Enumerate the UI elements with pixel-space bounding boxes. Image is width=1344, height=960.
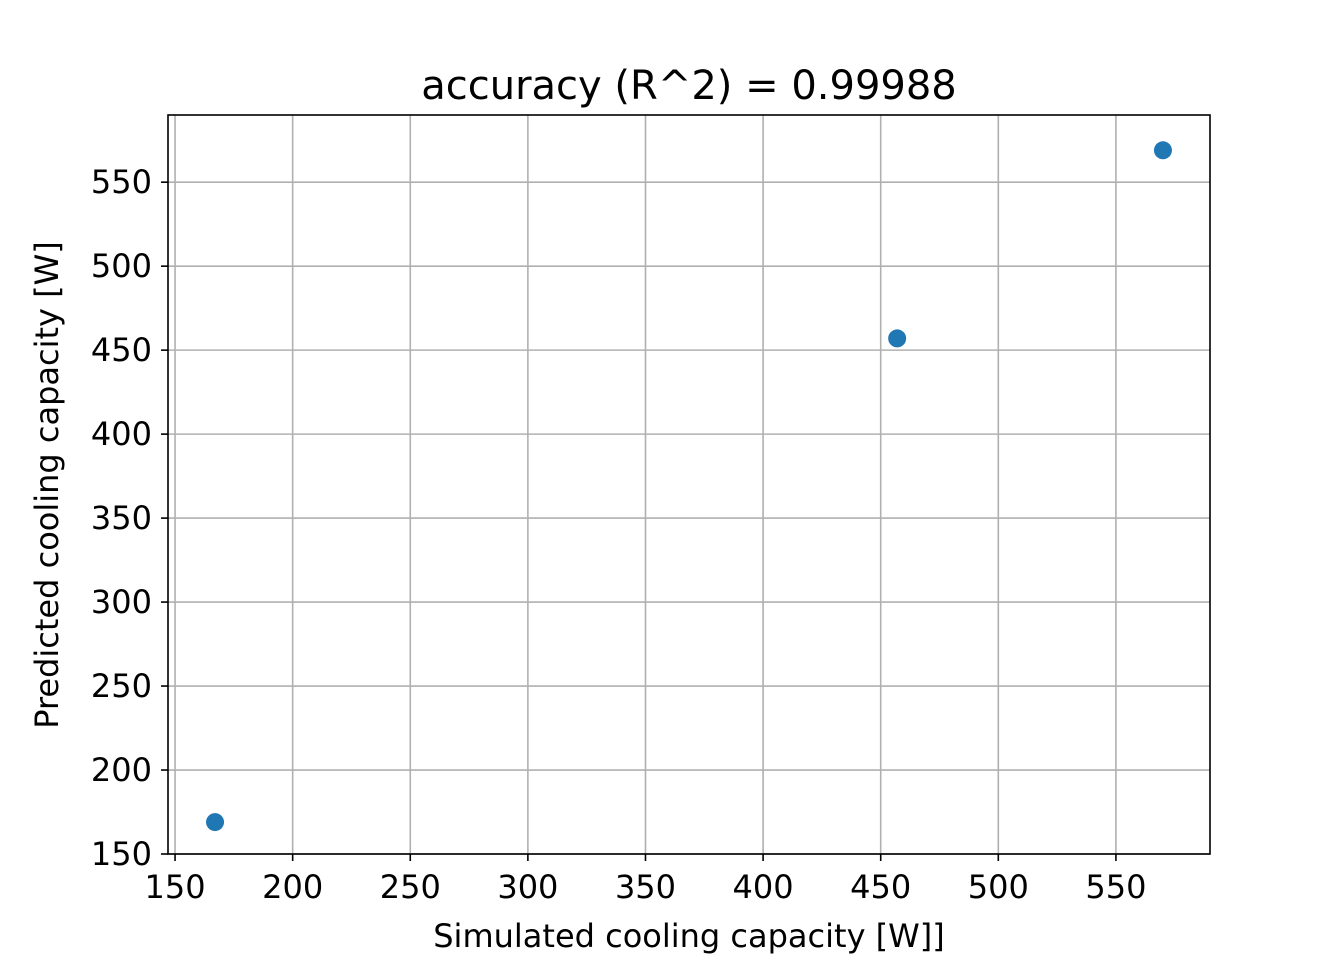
x-tick-label: 250 — [380, 868, 441, 906]
x-tick-label: 550 — [1085, 868, 1146, 906]
y-tick-label: 450 — [91, 331, 152, 369]
x-tick-label: 150 — [145, 868, 206, 906]
y-tick-label: 200 — [91, 751, 152, 789]
x-tick-label: 300 — [497, 868, 558, 906]
y-tick-label: 550 — [91, 163, 152, 201]
y-axis-title: Predicted cooling capacity [W] — [28, 241, 66, 729]
y-axis-ticks: 150 200 250 300 350 400 450 500 550 — [91, 163, 168, 873]
plot-area-frame — [167, 114, 1211, 855]
x-axis-ticks: 150 200 250 300 350 400 450 500 550 — [145, 854, 1146, 906]
scatter-point — [888, 329, 907, 348]
y-tick-label: 400 — [91, 415, 152, 453]
data-points — [206, 141, 1172, 832]
x-axis-title: Simulated cooling capacity [W]] — [433, 917, 945, 955]
y-tick-label: 500 — [91, 247, 152, 285]
y-tick-label: 250 — [91, 667, 152, 705]
scatter-point — [206, 813, 225, 832]
y-tick-label: 300 — [91, 583, 152, 621]
scatter-point — [1153, 141, 1172, 160]
y-tick-label: 350 — [91, 499, 152, 537]
y-tick-label: 150 — [91, 835, 152, 873]
chart-title: accuracy (R^2) = 0.99988 — [421, 63, 957, 109]
x-tick-label: 350 — [615, 868, 676, 906]
x-tick-label: 200 — [262, 868, 323, 906]
x-tick-label: 500 — [968, 868, 1029, 906]
grid-lines — [168, 115, 1210, 855]
x-tick-label: 400 — [733, 868, 794, 906]
x-tick-label: 450 — [850, 868, 911, 906]
